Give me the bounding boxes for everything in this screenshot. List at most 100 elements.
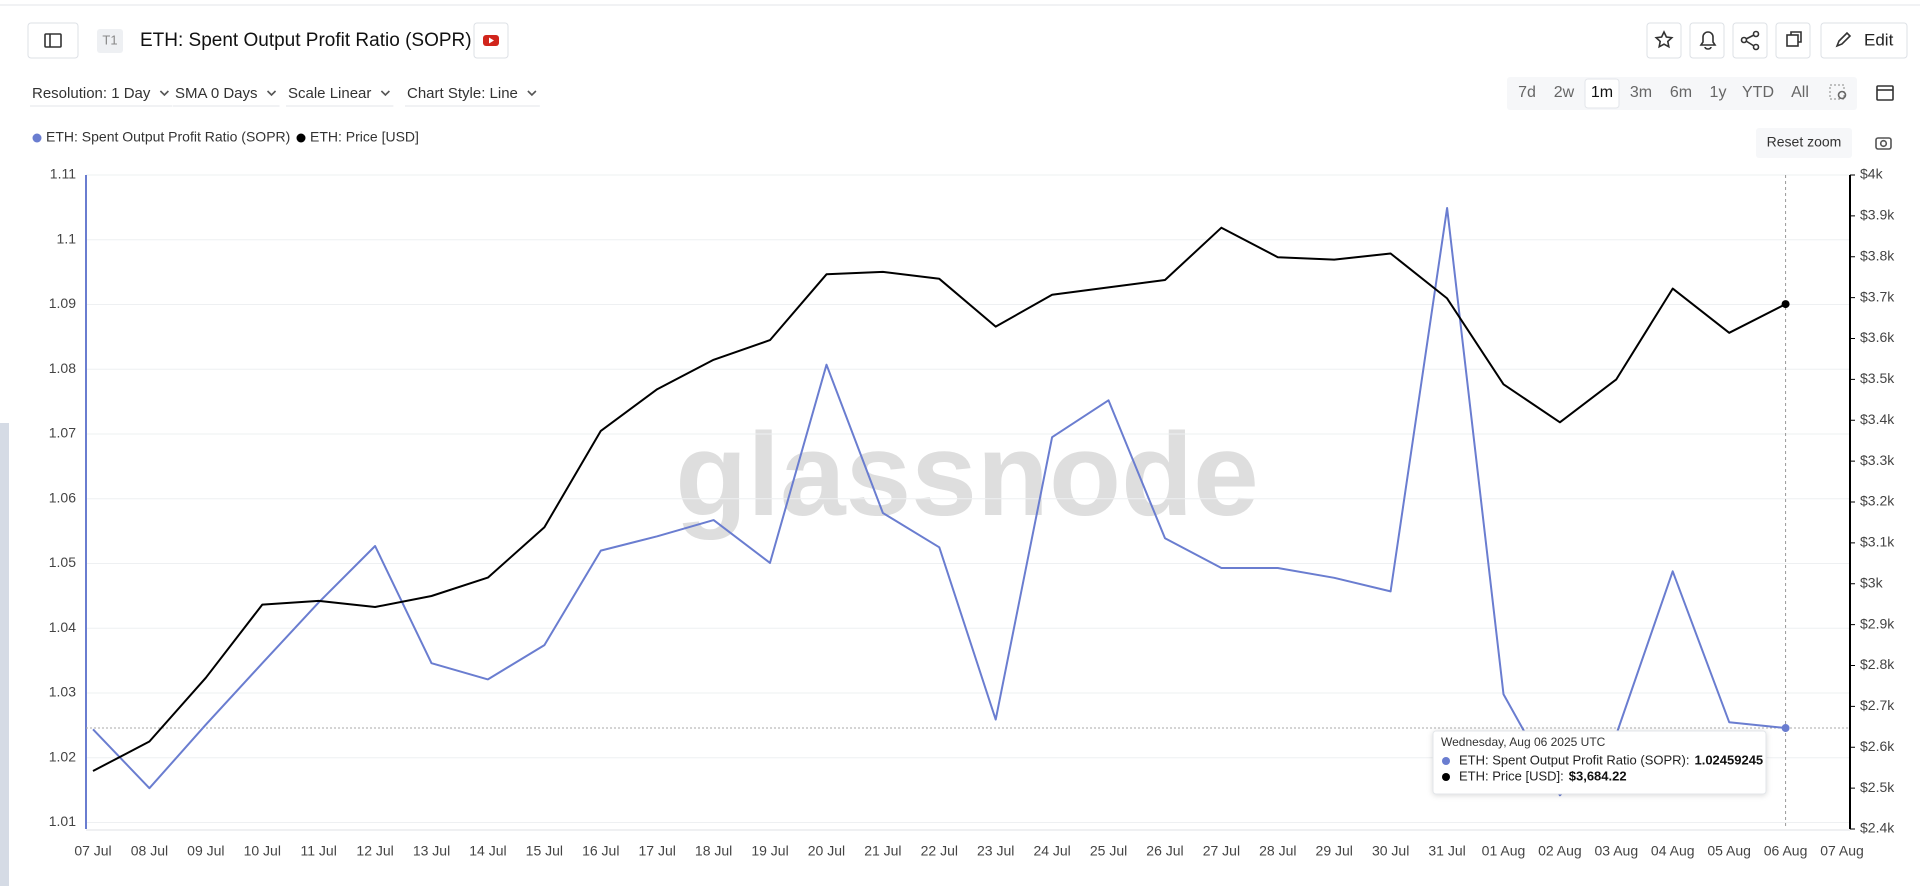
x-tick-label: 12 Jul — [356, 843, 393, 859]
tooltip-swatch — [1442, 773, 1450, 781]
series-line — [92, 226, 1787, 772]
range-button[interactable]: 2w — [1554, 84, 1575, 101]
zoom-select[interactable] — [1829, 82, 1851, 104]
favorite-button[interactable] — [1646, 22, 1682, 59]
reset-zoom-label: Reset zoom — [1767, 134, 1842, 150]
x-tick-label: 06 Aug — [1764, 843, 1808, 859]
y2-tick-label: $3.3k — [1860, 452, 1895, 468]
x-tick-label: 29 Jul — [1316, 843, 1353, 859]
x-tick-label: 08 Jul — [131, 843, 168, 859]
badge-bg — [97, 29, 123, 53]
chevron — [380, 90, 390, 97]
legend-item[interactable]: ETH: Spent Output Profit Ratio (SOPR) — [32, 129, 291, 145]
legend-swatch — [296, 133, 306, 143]
dropdown[interactable]: SMA 0 Days — [173, 85, 280, 107]
y2-tick-label: $2.4k — [1860, 820, 1895, 836]
x-tick-label: 27 Jul — [1203, 843, 1240, 859]
x-tick-label: 13 Jul — [413, 843, 450, 859]
chevron — [266, 90, 277, 97]
y2-tick-label: $3.4k — [1860, 411, 1895, 427]
range-button[interactable]: 1m — [1584, 78, 1620, 109]
legend-swatch — [32, 133, 42, 143]
screenshot-button[interactable] — [1875, 137, 1892, 150]
y-tick-label: 1.07 — [49, 425, 76, 441]
y-tick-label: 1.04 — [49, 619, 76, 635]
tooltip-box — [1432, 730, 1767, 795]
share-button[interactable] — [1732, 22, 1768, 59]
legend-item[interactable]: ETH: Price [USD] — [296, 129, 419, 145]
sidebar-toggle[interactable] — [27, 22, 79, 59]
y2-tick-label: $3.7k — [1860, 288, 1895, 304]
dropdown[interactable]: Resolution: 1 Day — [30, 85, 173, 107]
dropdown-label: Resolution: 1 Day — [32, 85, 151, 102]
range-button[interactable]: YTD — [1742, 84, 1774, 101]
x-tick-label: 26 Jul — [1146, 843, 1183, 859]
range-label: 7d — [1518, 84, 1536, 101]
range-button[interactable]: All — [1791, 84, 1809, 101]
y2-tick-label: $3.8k — [1860, 247, 1895, 263]
dropdown-label: Chart Style: Line — [407, 85, 518, 102]
x-tick-label: 19 Jul — [751, 843, 788, 859]
alert-button[interactable] — [1689, 22, 1725, 59]
range-active-bg — [1584, 78, 1620, 109]
dropdown[interactable]: Chart Style: Line — [405, 85, 540, 107]
y-tick-label: 1.05 — [49, 554, 76, 570]
y-tick-label: 1.11 — [50, 166, 76, 182]
x-tick-label: 23 Jul — [977, 843, 1014, 859]
y-tick-label: 1.09 — [49, 295, 76, 311]
y2-tick-label: $2.7k — [1860, 697, 1895, 713]
y2-tick-label: $4k — [1860, 166, 1884, 182]
range-label: 6m — [1670, 84, 1692, 101]
range-button[interactable]: 1y — [1710, 84, 1727, 101]
youtube-button[interactable] — [473, 22, 509, 59]
x-tick-label: 21 Jul — [864, 843, 901, 859]
tooltip-date: Wednesday, Aug 06 2025 UTC — [1441, 735, 1606, 749]
y2-tick-label: $2.8k — [1860, 656, 1895, 672]
x-tick-label: 10 Jul — [244, 843, 281, 859]
legend-label: ETH: Price [USD] — [310, 129, 419, 145]
y2-tick-label: $2.6k — [1860, 738, 1895, 754]
calendar-button[interactable] — [1875, 82, 1897, 104]
range-button[interactable]: 7d — [1518, 84, 1536, 101]
tooltip-label: ETH: Spent Output Profit Ratio (SOPR): — [1459, 752, 1689, 767]
series-line — [92, 207, 1786, 797]
x-tick-label: 31 Jul — [1428, 843, 1465, 859]
edit-button[interactable]: Edit — [1820, 22, 1908, 59]
chevron — [159, 90, 169, 97]
x-tick-label: 03 Aug — [1595, 843, 1639, 859]
x-tick-label: 22 Jul — [921, 843, 958, 859]
tooltip: Wednesday, Aug 06 2025 UTC ETH: Spent Out… — [1432, 730, 1767, 795]
edit-label: Edit — [1864, 30, 1894, 49]
y-tick-label: 1.03 — [49, 684, 76, 700]
x-tick-label: 15 Jul — [526, 843, 563, 859]
scrollbar[interactable] — [0, 423, 9, 886]
range-label: 3m — [1630, 84, 1652, 101]
range-label: 2w — [1554, 84, 1575, 101]
chevron — [527, 90, 537, 97]
x-tick-label: 25 Jul — [1090, 843, 1127, 859]
tooltip-value: $3,684.22 — [1569, 768, 1627, 783]
reset-zoom-button[interactable]: Reset zoom — [1756, 128, 1852, 158]
x-tick-label: 07 Aug — [1820, 843, 1864, 859]
y2-tick-label: $3.5k — [1860, 370, 1895, 386]
range-label: 1m — [1591, 84, 1613, 101]
x-tick-label: 20 Jul — [808, 843, 845, 859]
x-tick-label: 18 Jul — [695, 843, 732, 859]
duplicate-button[interactable] — [1775, 22, 1811, 59]
x-tick-label: 09 Jul — [187, 843, 224, 859]
dropdown[interactable]: Scale Linear — [286, 85, 394, 107]
range-button[interactable]: 3m — [1630, 84, 1652, 101]
hover-point — [1781, 300, 1790, 309]
x-tick-label: 16 Jul — [582, 843, 619, 859]
y-tick-label: 1.02 — [49, 748, 76, 764]
y2-tick-label: $2.5k — [1860, 779, 1895, 795]
x-tick-label: 01 Aug — [1482, 843, 1526, 859]
y2-tick-label: $3.1k — [1860, 534, 1895, 550]
range-button[interactable]: 6m — [1670, 84, 1692, 101]
x-tick-label: 02 Aug — [1538, 843, 1582, 859]
y2-tick-label: $3.2k — [1860, 493, 1895, 509]
legend-label: ETH: Spent Output Profit Ratio (SOPR) — [46, 129, 290, 145]
x-tick-label: 07 Jul — [74, 843, 111, 859]
y2-tick-label: $3.6k — [1860, 329, 1895, 345]
